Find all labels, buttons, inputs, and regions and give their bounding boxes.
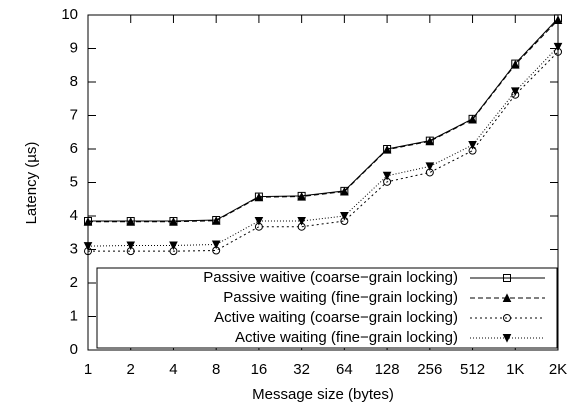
x-tick-label: 64 bbox=[336, 361, 353, 378]
marker bbox=[254, 217, 264, 226]
y-tick-label: 10 bbox=[61, 6, 78, 23]
y-tick-label: 4 bbox=[70, 207, 78, 224]
marker bbox=[340, 186, 349, 196]
y-tick-label: 9 bbox=[70, 39, 78, 56]
marker bbox=[126, 217, 136, 226]
marker bbox=[83, 242, 93, 251]
y-axis-label: Latency (µs) bbox=[23, 142, 40, 225]
marker bbox=[382, 145, 392, 154]
marker bbox=[211, 240, 221, 250]
marker bbox=[340, 212, 349, 221]
series-line bbox=[88, 19, 559, 223]
x-tick-label: 2K bbox=[549, 361, 567, 378]
legend-label: Passive waiting (fine−grain locking) bbox=[223, 289, 458, 306]
y-tick-label: 7 bbox=[70, 106, 78, 123]
marker bbox=[126, 241, 136, 251]
marker bbox=[425, 136, 435, 146]
series-line bbox=[87, 46, 559, 247]
legend-label: Active waiting (coarse−grain locking) bbox=[214, 309, 458, 326]
series-line bbox=[88, 51, 559, 252]
y-tick-label: 1 bbox=[70, 307, 78, 324]
marker bbox=[211, 216, 221, 225]
y-tick-label: 8 bbox=[70, 73, 78, 90]
marker bbox=[468, 114, 477, 124]
x-tick-label: 16 bbox=[251, 361, 268, 378]
x-tick-label: 8 bbox=[212, 361, 220, 378]
x-tick-label: 32 bbox=[293, 361, 310, 378]
x-tick-label: 1K bbox=[506, 361, 524, 378]
legend-label: Passive waitive (coarse−grain locking) bbox=[203, 269, 458, 286]
legend-label: Active waiting (fine−grain locking) bbox=[235, 329, 458, 346]
x-tick-label: 512 bbox=[460, 361, 485, 378]
marker bbox=[169, 241, 178, 251]
marker bbox=[297, 217, 306, 226]
marker bbox=[553, 15, 563, 25]
legend-marker bbox=[503, 274, 511, 282]
legend-marker bbox=[503, 314, 511, 322]
x-tick-label: 2 bbox=[127, 361, 135, 378]
y-tick-label: 3 bbox=[70, 240, 78, 257]
x-tick-label: 128 bbox=[375, 361, 400, 378]
legend-box bbox=[96, 267, 558, 349]
marker bbox=[169, 217, 178, 226]
legend-marker bbox=[502, 334, 512, 343]
legend-marker bbox=[502, 293, 512, 302]
x-tick-label: 1 bbox=[84, 361, 92, 378]
marker bbox=[510, 59, 520, 69]
marker bbox=[510, 87, 520, 96]
x-axis-label: Message size (bytes) bbox=[252, 386, 394, 403]
y-tick-label: 0 bbox=[70, 341, 78, 358]
y-tick-label: 5 bbox=[70, 173, 78, 190]
marker bbox=[553, 42, 563, 52]
marker bbox=[254, 192, 264, 202]
marker bbox=[297, 191, 306, 201]
marker bbox=[425, 162, 435, 172]
series-line bbox=[88, 18, 559, 222]
y-tick-label: 6 bbox=[70, 140, 78, 157]
marker bbox=[83, 217, 93, 226]
marker bbox=[382, 171, 392, 181]
marker bbox=[468, 140, 477, 150]
x-tick-label: 4 bbox=[169, 361, 177, 378]
y-tick-label: 2 bbox=[70, 274, 78, 291]
x-tick-label: 256 bbox=[417, 361, 442, 378]
